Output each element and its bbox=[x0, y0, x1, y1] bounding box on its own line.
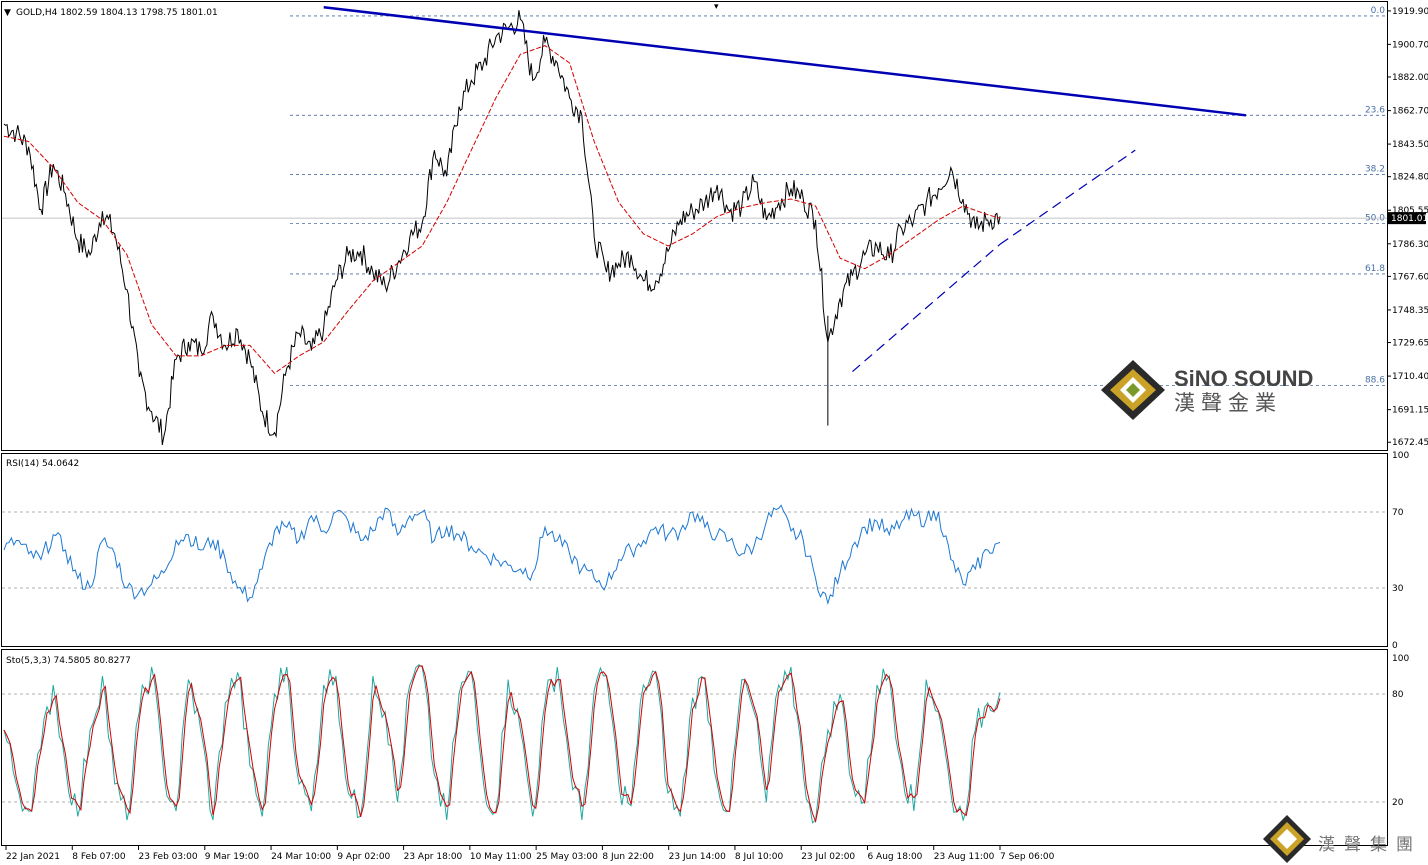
sto-main-series bbox=[3, 664, 1001, 824]
moving-average-series bbox=[3, 45, 1001, 374]
price-tick-label: 1824.80 bbox=[1392, 173, 1428, 183]
time-tick-label: 23 Aug 11:00 bbox=[934, 852, 995, 862]
price-tick-label: 1691.15 bbox=[1392, 406, 1428, 416]
rsi-tick-label: 0 bbox=[1392, 641, 1398, 651]
price-tick-label: 1786.30 bbox=[1392, 240, 1428, 250]
fib-label: 61.8 bbox=[1365, 264, 1385, 274]
fib-label: 88.6 bbox=[1365, 376, 1385, 386]
rsi-panel bbox=[1, 453, 1388, 647]
time-tick-label: 8 Feb 07:00 bbox=[72, 852, 126, 862]
sto-tick-label: 80 bbox=[1392, 690, 1404, 700]
time-tick-label: 24 Mar 10:00 bbox=[271, 852, 331, 862]
rsi-tick-label: 100 bbox=[1392, 451, 1409, 461]
time-tick-label: 23 Jun 14:00 bbox=[669, 852, 726, 862]
series-layer bbox=[3, 5, 1247, 824]
time-tick-label: 23 Jul 02:00 bbox=[801, 852, 855, 862]
price-tick-label: 1900.70 bbox=[1392, 40, 1428, 50]
fib-label: 23.6 bbox=[1365, 105, 1385, 115]
fib-label: 38.2 bbox=[1365, 165, 1385, 175]
last-price-tag bbox=[1388, 212, 1426, 225]
sto-signal-series bbox=[3, 665, 1001, 824]
time-tick-label: 6 Aug 18:00 bbox=[867, 852, 922, 862]
support-trendline bbox=[852, 243, 1001, 373]
price-tick-label: 1672.45 bbox=[1392, 438, 1428, 448]
sto-tick-label: 100 bbox=[1392, 654, 1409, 664]
rsi-tick-label: 70 bbox=[1392, 508, 1404, 518]
rsi-tick-label: 30 bbox=[1392, 584, 1404, 594]
brand-name-cn: 漢聲金業 bbox=[1174, 391, 1282, 415]
time-tick-label: 9 Apr 02:00 bbox=[337, 852, 390, 862]
rsi-series bbox=[3, 504, 1001, 606]
brand-name-en: SiNO SOUND bbox=[1174, 366, 1313, 391]
time-tick-label: 25 May 03:00 bbox=[536, 852, 598, 862]
time-tick-label: 23 Feb 03:00 bbox=[139, 852, 198, 862]
sino-sound-logo: SiNO SOUND 漢聲金業 bbox=[1101, 360, 1313, 420]
corner-logo: 漢聲集團 bbox=[1263, 815, 1422, 863]
symbol-info: GOLD,H4 1802.59 1804.13 1798.75 1801.01 bbox=[16, 8, 218, 18]
price-tick-label: 1729.65 bbox=[1392, 339, 1428, 349]
time-tick-label: 23 Apr 18:00 bbox=[404, 852, 463, 862]
price-tick-label: 1919.90 bbox=[1392, 7, 1428, 17]
price-tick-label: 1805.55 bbox=[1392, 206, 1428, 216]
rsi-info: RSI(14) 54.0642 bbox=[6, 459, 79, 469]
price-tick-label: 1710.40 bbox=[1392, 372, 1428, 382]
price-tick-label: 1882.00 bbox=[1392, 73, 1428, 83]
price-tick-label: 1862.70 bbox=[1392, 107, 1428, 117]
price-series bbox=[3, 10, 1001, 446]
price-tick-label: 1767.60 bbox=[1392, 272, 1428, 282]
sto-tick-label: 20 bbox=[1392, 798, 1404, 808]
time-tick-label: 10 May 11:00 bbox=[470, 852, 532, 862]
sto-panel bbox=[1, 649, 1388, 846]
corner-brand-cn: 漢聲集團 bbox=[1318, 835, 1422, 855]
last-price-label: 1801.01 bbox=[1391, 214, 1428, 224]
support-trendline-extension bbox=[999, 149, 1136, 245]
time-tick-label: 22 Jan 2021 bbox=[6, 852, 60, 862]
price-tick-label: 1748.35 bbox=[1392, 306, 1428, 316]
time-tick-label: 7 Sep 06:00 bbox=[1000, 852, 1055, 862]
time-tick-label: 8 Jul 10:00 bbox=[735, 852, 784, 862]
time-tick-label: 8 Jun 22:00 bbox=[602, 852, 654, 862]
scroll-marker-icon[interactable]: ▾ bbox=[714, 2, 719, 12]
price-panel bbox=[1, 1, 1388, 451]
axis-labels: 1919.90 1900.70 1882.00 1862.70 1843.50 1824.… bbox=[5, 7, 1428, 862]
fib-label: 0.0 bbox=[1371, 6, 1386, 16]
time-tick-label: 9 Mar 19:00 bbox=[205, 852, 260, 862]
resistance-trendline bbox=[323, 5, 1247, 117]
collapse-triangle-icon[interactable]: ▼ bbox=[4, 8, 11, 18]
price-tick-label: 1843.50 bbox=[1392, 140, 1428, 150]
sto-info: Sto(5,3,3) 74.5805 80.8277 bbox=[6, 656, 131, 666]
